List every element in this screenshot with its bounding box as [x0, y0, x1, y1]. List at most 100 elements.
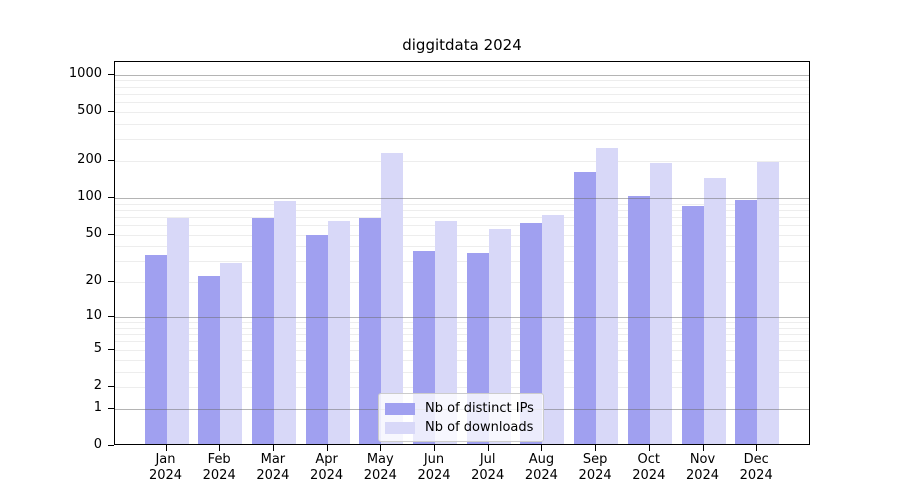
bar-distinct-ips [198, 275, 221, 444]
y-gridline-minor [115, 80, 809, 82]
bar-distinct-ips [144, 254, 167, 444]
x-tick-year: 2024 [739, 468, 773, 483]
x-tick-month: Apr [315, 451, 338, 467]
x-tick-year: 2024 [202, 468, 236, 483]
x-tick-mark [702, 445, 704, 451]
bar-downloads [166, 218, 189, 444]
y-tick-mark [108, 160, 114, 162]
x-tick-year: 2024 [471, 468, 505, 483]
y-tick-label: 50 [85, 225, 102, 241]
x-tick-month: Jul [479, 451, 496, 467]
x-tick-year: 2024 [148, 468, 183, 483]
y-gridline-major [115, 317, 809, 319]
x-tick-mark [219, 445, 221, 451]
x-tick-month: Nov [689, 451, 716, 467]
y-gridline-minor [115, 261, 809, 263]
legend: Nb of distinct IPs Nb of downloads [378, 393, 544, 442]
y-tick-mark [108, 197, 114, 199]
x-tick-year: 2024 [578, 468, 612, 483]
y-tick-mark [108, 316, 114, 318]
bar-distinct-ips [251, 218, 274, 444]
bar-downloads [381, 152, 404, 444]
bar-downloads [220, 263, 243, 444]
x-tick-year: 2024 [685, 468, 720, 483]
bar-distinct-ips [735, 200, 758, 444]
bar-distinct-ips [681, 205, 704, 444]
y-gridline-minor [115, 341, 809, 343]
x-tick-mark [595, 445, 597, 451]
x-tick-mark [326, 445, 328, 451]
x-tick-label: Mar 2024 [241, 452, 305, 485]
bar-downloads [703, 178, 726, 444]
legend-label-ips: Nb of distinct IPs [425, 401, 534, 416]
x-tick-month: May [366, 451, 394, 467]
y-gridline-minor [115, 334, 809, 336]
bar-downloads [542, 214, 565, 444]
x-tick-year: 2024 [632, 468, 666, 483]
bar-downloads [596, 148, 619, 444]
y-tick-label: 5 [93, 340, 102, 356]
bar-downloads [757, 162, 780, 444]
bar-downloads [649, 162, 672, 444]
y-gridline-minor [115, 216, 809, 218]
y-gridline-minor [115, 327, 809, 329]
y-gridline-minor [115, 282, 809, 284]
y-tick-mark [108, 110, 114, 112]
y-gridline-minor [115, 246, 809, 248]
x-tick-label: Sep 2024 [563, 452, 627, 485]
x-tick-mark [165, 445, 167, 451]
y-gridline-minor [115, 161, 809, 163]
y-gridline-minor [115, 93, 809, 95]
x-tick-label: Jul 2024 [456, 452, 520, 485]
x-tick-label: Dec 2024 [724, 452, 788, 485]
x-tick-month: Dec [743, 451, 769, 467]
y-tick-label: 2 [93, 377, 102, 393]
legend-swatch-ips [385, 402, 415, 415]
bar-distinct-ips [574, 172, 597, 444]
x-tick-label: Feb 2024 [187, 452, 251, 485]
x-tick-year: 2024 [524, 468, 558, 483]
y-tick-label: 200 [77, 152, 102, 168]
y-tick-mark [108, 445, 114, 446]
y-gridline-minor [115, 86, 809, 88]
y-tick-label: 20 [85, 273, 102, 289]
y-gridline-major [115, 74, 809, 76]
x-tick-month: Aug [528, 451, 555, 467]
y-gridline-minor [115, 234, 809, 236]
x-tick-mark [434, 445, 435, 451]
bar-distinct-ips [627, 196, 650, 444]
y-gridline-major [115, 198, 809, 200]
y-tick-label: 0 [93, 437, 102, 452]
y-gridline-minor [115, 203, 809, 205]
y-tick-label: 1000 [68, 65, 102, 81]
x-tick-year: 2024 [363, 468, 397, 483]
bar-downloads [273, 201, 296, 444]
bar-distinct-ips [305, 234, 328, 444]
y-tick-label: 1 [93, 399, 102, 415]
y-tick-label: 500 [77, 102, 102, 118]
x-tick-year: 2024 [256, 468, 290, 483]
y-tick-label: 10 [85, 308, 102, 324]
x-tick-month: Jan [155, 451, 176, 467]
x-tick-mark [648, 445, 650, 451]
x-tick-mark [272, 445, 274, 451]
x-tick-label: Nov 2024 [671, 452, 735, 485]
y-gridline-minor [115, 371, 809, 373]
y-tick-mark [108, 385, 114, 387]
x-tick-label: Jun 2024 [402, 452, 466, 485]
bar-downloads [488, 228, 511, 444]
y-tick-mark [108, 73, 114, 75]
bar-distinct-ips [359, 218, 382, 444]
bar-downloads [327, 220, 350, 444]
x-tick-month: Feb [207, 451, 231, 467]
x-tick-mark [380, 445, 382, 451]
x-tick-month: Oct [637, 451, 661, 467]
x-tick-mark [756, 445, 758, 451]
y-tick-mark [108, 281, 114, 283]
y-tick-mark [108, 233, 114, 235]
x-tick-year: 2024 [310, 468, 344, 483]
legend-label-downloads: Nb of downloads [425, 420, 534, 435]
x-tick-label: Oct 2024 [617, 452, 681, 485]
bar-downloads [435, 220, 457, 444]
